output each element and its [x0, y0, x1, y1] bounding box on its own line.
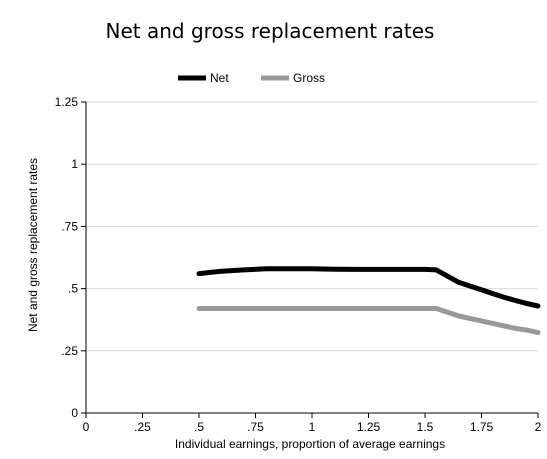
legend-label-net: Net	[210, 71, 229, 85]
y-tick-label: .25	[61, 344, 78, 358]
y-tick-label: .5	[68, 282, 78, 296]
series-line-gross	[196, 306, 541, 336]
y-tick-labels: 0 .25 .5 .75 1 1.25	[55, 95, 79, 420]
x-tick-label: .75	[247, 420, 264, 434]
x-tick-label: 1.75	[470, 420, 494, 434]
x-axis-label: Individual earnings, proportion of avera…	[175, 437, 445, 451]
x-tick-label: 1	[309, 420, 316, 434]
series-line-net	[196, 266, 541, 309]
chart-title: Net and gross replacement rates	[106, 19, 435, 43]
x-tick-label: 1.5	[417, 420, 434, 434]
y-tick-label: 1.25	[55, 95, 79, 109]
x-tick-label: 0	[83, 420, 90, 434]
x-tick-label: .5	[194, 420, 204, 434]
y-tick-label: 1	[71, 157, 78, 171]
x-tick-label: 1.25	[357, 420, 381, 434]
gridlines	[86, 101, 538, 352]
y-tick-label: .75	[61, 219, 78, 233]
x-tick-labels: 0 .25 .5 .75 1 1.25 1.5 1.75 2	[83, 420, 542, 434]
x-tick-label: 2	[535, 420, 542, 434]
x-tick-label: .25	[134, 420, 151, 434]
axes	[81, 101, 539, 418]
legend-label-gross: Gross	[293, 71, 325, 85]
y-axis-label: Net and gross replacement rates	[26, 158, 40, 332]
legend: Net Gross	[178, 71, 325, 85]
series-lines	[196, 266, 541, 336]
y-tick-label: 0	[71, 406, 78, 420]
